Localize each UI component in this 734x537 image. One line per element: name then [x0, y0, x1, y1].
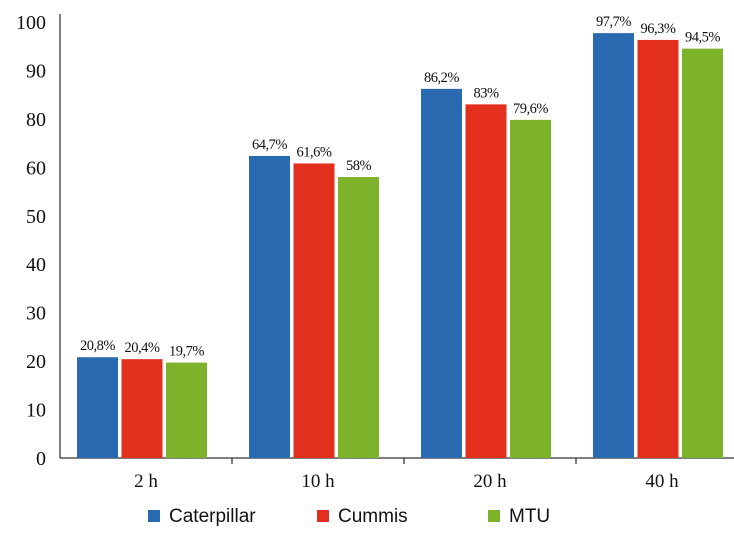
bar-mtu-20h [510, 119, 551, 458]
bar-caterpillar-20h [421, 88, 462, 458]
data-labels: 20,8% 20,4% 19,7% 64,7% 61,6% 58% 86,2% 83% 79,6… [80, 14, 721, 360]
data-label: 58% [346, 158, 372, 174]
data-label: 96,3% [641, 21, 676, 37]
x-category-label: 20 h [473, 471, 507, 492]
x-category-label: 10 h [301, 471, 335, 492]
bar-mtu-2h [166, 362, 207, 458]
bar-cummis-20h [465, 104, 507, 458]
legend-label-cummis: Cummis [338, 506, 408, 527]
legend-swatch-cummis [317, 510, 329, 522]
y-tick-label: 90 [26, 60, 46, 82]
y-tick-label: 100 [16, 12, 46, 34]
data-label: 94,5% [685, 30, 720, 46]
bar-mtu-40h [682, 48, 723, 459]
bar-cummis-40h [637, 39, 679, 459]
bar-caterpillar-40h [593, 33, 634, 459]
legend-swatch-caterpillar [148, 510, 160, 522]
legend-swatch-mtu [488, 510, 500, 522]
y-axis: 0 10 20 30 40 50 60 80 90 100 [16, 12, 61, 470]
y-tick-label: 20 [26, 351, 46, 373]
data-label: 86,2% [424, 70, 459, 86]
y-tick-label: 0 [36, 448, 46, 470]
x-axis: 2 h 10 h 20 h 40 h [60, 457, 734, 492]
bar-cummis-2h [121, 359, 163, 458]
bar-caterpillar-2h [77, 357, 118, 458]
legend: Caterpillar Cummis MTU [148, 506, 550, 527]
data-label: 61,6% [297, 144, 332, 160]
bars [77, 33, 723, 459]
y-tick-label: 10 [26, 400, 46, 422]
bar-cummis-10h [293, 163, 335, 459]
y-tick-label: 60 [26, 157, 46, 179]
x-category-label: 2 h [134, 471, 158, 492]
data-label: 64,7% [252, 137, 287, 153]
data-label: 20,4% [125, 340, 160, 356]
legend-label-caterpillar: Caterpillar [169, 506, 256, 527]
y-tick-label: 80 [26, 109, 46, 131]
y-tick-label: 40 [26, 254, 46, 276]
y-tick-label: 50 [26, 206, 46, 228]
bar-caterpillar-10h [249, 155, 290, 458]
x-category-label: 40 h [645, 471, 679, 492]
bar-mtu-10h [338, 177, 379, 458]
data-label: 79,6% [513, 101, 548, 117]
legend-label-mtu: MTU [509, 506, 550, 527]
data-label: 97,7% [596, 14, 631, 30]
y-tick-label: 30 [26, 303, 46, 325]
data-label: 83% [473, 85, 499, 101]
data-label: 19,7% [169, 344, 204, 360]
data-label: 20,8% [80, 338, 115, 354]
